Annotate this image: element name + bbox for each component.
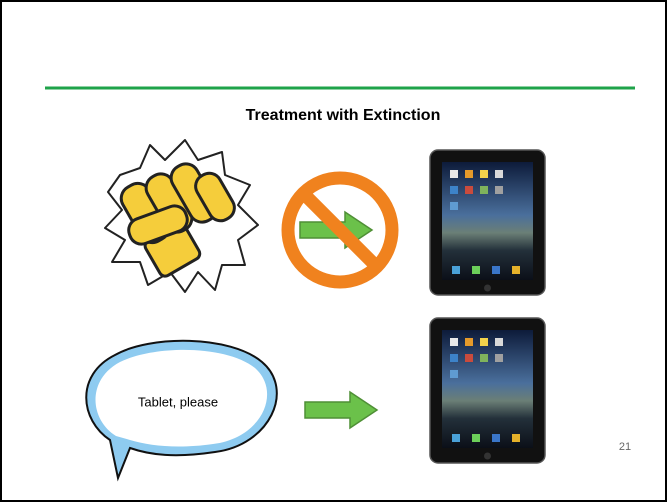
slide-title: Treatment with Extinction: [246, 107, 441, 124]
page-number: 21: [619, 441, 631, 453]
slide: Treatment with Extinction Tablet, please…: [0, 0, 667, 502]
speech-text: Tablet, please: [138, 394, 218, 409]
tablet-image: [430, 318, 545, 463]
tablet-image: [430, 150, 545, 295]
